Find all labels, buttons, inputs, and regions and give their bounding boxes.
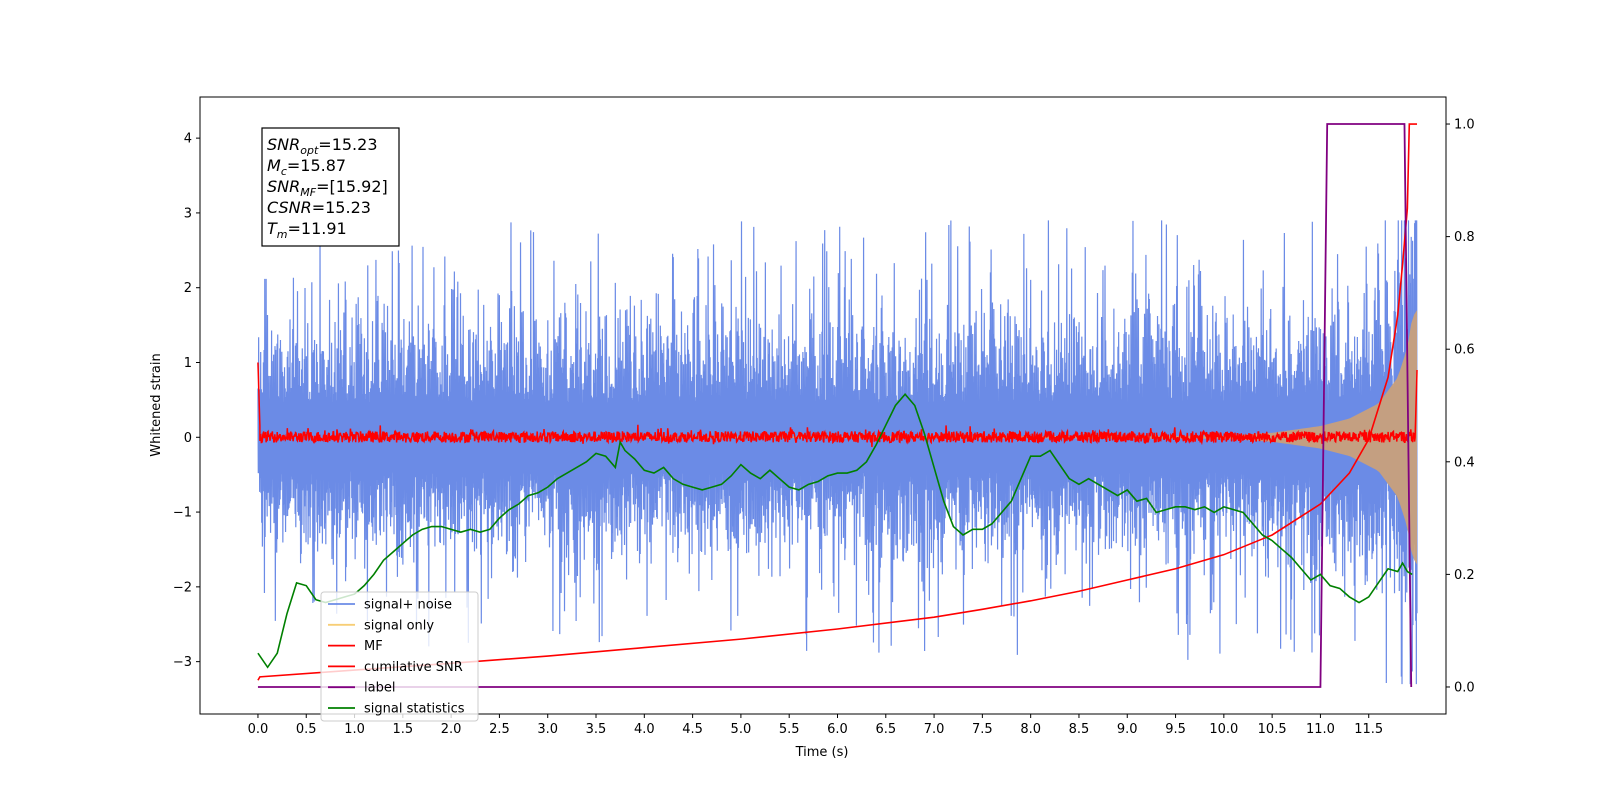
y-tick-label: 3 <box>184 206 192 221</box>
x-tick-label: 4.5 <box>682 722 703 737</box>
y-axis-label: Whitened strain <box>149 353 164 456</box>
legend-frame <box>320 591 479 722</box>
series-signal-statistics <box>257 393 1413 669</box>
legend-entry: MF <box>364 639 383 654</box>
right-y-tick-label: 0.0 <box>1454 680 1475 695</box>
annotation-line: SNRopt=15.23 <box>267 135 378 157</box>
x-tick-label: 7.5 <box>972 722 993 737</box>
right-y-tick-label: 0.6 <box>1454 343 1475 358</box>
x-tick-label: 7.0 <box>924 722 945 737</box>
y-tick-label: 2 <box>184 281 192 296</box>
legend-entry: label <box>364 681 395 696</box>
legend-entry: signal only <box>364 618 434 633</box>
series-mf <box>257 362 1418 448</box>
right-y-tick-label: 1.0 <box>1454 118 1475 133</box>
x-tick-label: 2.5 <box>489 722 510 737</box>
y-tick-label: −2 <box>173 580 192 595</box>
annotation-line: Mc=15.87 <box>267 156 346 178</box>
plot-area <box>257 123 1418 688</box>
y-tick-label: 0 <box>184 431 192 446</box>
x-tick-label: 11.0 <box>1306 722 1335 737</box>
right-y-tick-label: 0.2 <box>1454 568 1475 583</box>
x-axis: 0.0 0.5 1.0 1.5 2.0 2.5 3.0 3.5 4.0 4.5 5.0 5.5 6.0 6… <box>248 714 1383 737</box>
y-tick-label: −1 <box>173 506 192 521</box>
annotation-line: CSNR=15.23 <box>267 198 371 217</box>
legend-entry: signal statistics <box>364 702 465 717</box>
x-tick-label: 2.0 <box>441 722 462 737</box>
right-y-tick-label: 0.8 <box>1454 230 1475 245</box>
x-tick-label: 3.0 <box>537 722 558 737</box>
x-tick-label: 6.0 <box>827 722 848 737</box>
y-tick-label: 4 <box>184 132 192 147</box>
x-tick-label: 0.0 <box>248 722 269 737</box>
x-tick-label: 10.5 <box>1258 722 1287 737</box>
annotation-line: SNRMF=[15.92] <box>267 177 388 199</box>
x-tick-label: 11.5 <box>1354 722 1383 737</box>
x-axis-label: Time (s) <box>795 745 849 760</box>
x-tick-label: 6.5 <box>875 722 896 737</box>
legend: signal+ noise signal only MF cumilative SNR… <box>320 591 479 722</box>
right-y-tick-label: 0.4 <box>1454 455 1475 470</box>
series-cumulative-snr <box>257 123 1418 681</box>
annotation-frame <box>261 127 400 247</box>
x-tick-label: 0.5 <box>296 722 317 737</box>
y-tick-label: −3 <box>173 655 192 670</box>
x-tick-label: 4.0 <box>634 722 655 737</box>
x-tick-label: 9.0 <box>1117 722 1138 737</box>
series-label <box>257 123 1413 688</box>
y-tick-label: 1 <box>184 356 192 371</box>
y-axis-left: −3 −2 −1 0 1 2 3 4 <box>173 132 200 670</box>
x-tick-label: 9.5 <box>1165 722 1186 737</box>
x-tick-label: 3.5 <box>586 722 607 737</box>
x-tick-label: 1.0 <box>344 722 365 737</box>
x-tick-label: 1.5 <box>392 722 413 737</box>
x-tick-label: 5.0 <box>731 722 752 737</box>
legend-entry: cumilative SNR <box>364 660 463 675</box>
x-tick-label: 10.0 <box>1209 722 1238 737</box>
x-tick-label: 5.5 <box>779 722 800 737</box>
axes-frame <box>199 96 1447 715</box>
x-tick-label: 8.5 <box>1069 722 1090 737</box>
y-axis-right: 0.0 0.2 0.4 0.6 0.8 1.0 <box>1446 118 1475 695</box>
legend-entry: signal+ noise <box>364 598 452 613</box>
annotation-line: Tm=11.91 <box>267 219 347 241</box>
annotation-box: SNRopt=15.23Mc=15.87SNRMF=[15.92]CSNR=15… <box>261 127 400 247</box>
x-tick-label: 8.0 <box>1020 722 1041 737</box>
